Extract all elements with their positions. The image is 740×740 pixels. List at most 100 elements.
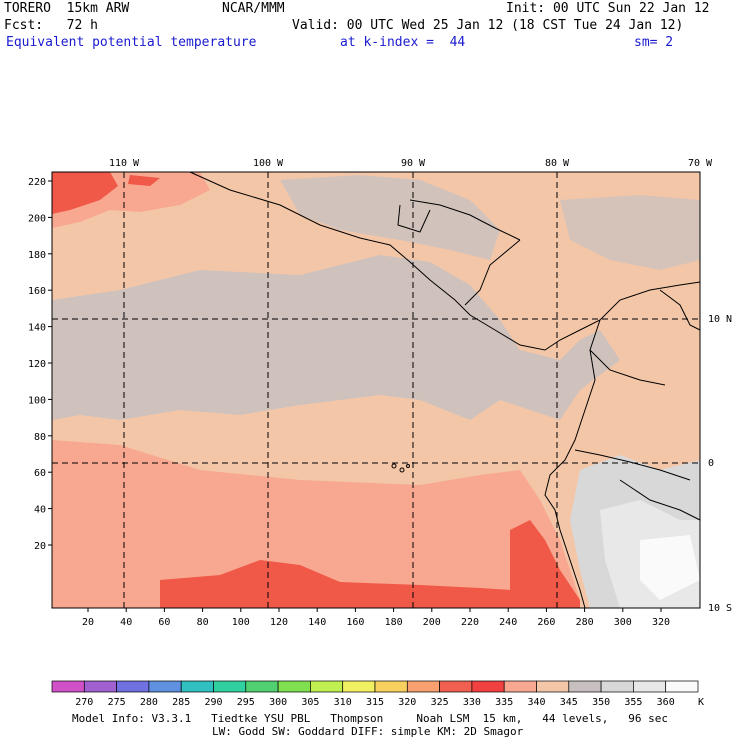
x-tick-label: 120 <box>270 617 288 628</box>
colorbar-label: 285 <box>172 697 190 708</box>
colorbar-swatch <box>471 680 505 693</box>
galapagos-island-1 <box>391 463 397 469</box>
colorbar-label: 325 <box>431 697 449 708</box>
colorbar-swatch <box>277 680 311 693</box>
colorbar-swatch <box>180 680 214 693</box>
y-axis: 220 200 180 160 140 120 100 80 60 40 20 <box>28 177 52 552</box>
colorbar-swatch <box>51 680 85 693</box>
init-time: Init: 00 UTC Sun 22 Jan 12 <box>506 1 710 16</box>
lon-label-90w: 90 W <box>401 158 426 169</box>
colorbar-label: 355 <box>624 697 642 708</box>
x-tick-label: 180 <box>385 617 403 628</box>
lat-label-10n: 10 N <box>708 314 732 325</box>
hot-band-south <box>160 560 510 608</box>
lon-label-70w: 70 W <box>688 158 713 169</box>
colorbar-swatch <box>633 680 667 693</box>
coastline-gulf <box>409 199 521 241</box>
y-tick-label: 220 <box>28 177 46 188</box>
colorbar-swatch <box>503 680 537 693</box>
y-tick-label: 40 <box>34 505 46 516</box>
footer-model-info: Model Info: V3.3.1 Tiedtke YSU PBL Thomp… <box>72 712 669 725</box>
smoothing-label: sm= 2 <box>634 35 674 50</box>
x-tick-label: 200 <box>423 617 441 628</box>
colorbar-label: 280 <box>140 697 158 708</box>
y-tick-label: 100 <box>28 395 46 406</box>
colorbar-label: 330 <box>463 697 481 708</box>
center-name: NCAR/MMM <box>222 1 285 16</box>
colorbar-label: 340 <box>527 697 545 708</box>
colorbar-label: 270 <box>75 697 93 708</box>
x-tick-label: 80 <box>197 617 209 628</box>
galapagos-island-2 <box>399 467 405 473</box>
colorbar-swatch <box>536 680 570 693</box>
colorbar-swatch <box>83 680 117 693</box>
lat-lon-grid <box>52 172 700 608</box>
y-tick-label: 20 <box>34 541 46 552</box>
colorbar-swatch <box>374 680 408 693</box>
colorbar-swatch <box>600 680 634 693</box>
colorbar-swatch <box>245 680 279 693</box>
lat-label-0: 0 <box>708 458 714 469</box>
colorbar-swatch <box>342 680 376 693</box>
border-colombia-ecuador <box>589 349 666 386</box>
hot-region-nw <box>52 172 118 214</box>
x-tick-label: 60 <box>158 617 170 628</box>
andes-white <box>640 535 700 600</box>
x-tick-label: 140 <box>308 617 326 628</box>
lon-label-80w: 80 W <box>545 158 570 169</box>
colorbar-label: 335 <box>495 697 513 708</box>
level-label: at k-index = 44 <box>340 35 466 50</box>
hot-region-peru <box>510 520 580 608</box>
x-tick-label: 260 <box>537 617 555 628</box>
x-tick-label: 220 <box>461 617 479 628</box>
colorbar-swatch <box>213 680 247 693</box>
colorbar-label: 305 <box>301 697 319 708</box>
colorbar-swatch <box>406 680 440 693</box>
x-tick-label: 100 <box>232 617 250 628</box>
hot-patch-1 <box>128 175 160 186</box>
colorbar-label: 345 <box>560 697 578 708</box>
coastline-south-america <box>544 319 601 609</box>
x-tick-label: 40 <box>120 617 132 628</box>
x-tick-label: 320 <box>652 617 670 628</box>
map-border <box>51 171 701 609</box>
galapagos-island-3 <box>406 464 410 468</box>
y-tick-label: 140 <box>28 323 46 334</box>
y-tick-label: 160 <box>28 286 46 297</box>
cool-region-caribbean <box>560 195 700 270</box>
coastline-central-america <box>189 171 701 351</box>
border-honduras <box>464 239 521 306</box>
lon-label-100w: 100 W <box>253 158 284 169</box>
colorbar-unit: K <box>698 697 704 708</box>
footer-physics-info: LW: Godd SW: Goddard DIFF: simple KM: 2D… <box>212 725 524 738</box>
x-tick-label: 20 <box>82 617 94 628</box>
y-tick-label: 80 <box>34 432 46 443</box>
coastline-venezuela <box>659 289 701 331</box>
y-tick-label: 120 <box>28 359 46 370</box>
y-tick-label: 200 <box>28 213 46 224</box>
lon-label-110w: 110 W <box>109 158 140 169</box>
colorbar-label: 295 <box>237 697 255 708</box>
colorbar: 270 275 280 285 290 295 300 305 310 315 320 325 330 3… <box>51 680 699 708</box>
colorbar-swatch <box>568 680 602 693</box>
border-ecuador-peru <box>574 449 691 481</box>
colorbar-label: 315 <box>366 697 384 708</box>
field-name: Equivalent potential temperature <box>6 35 257 50</box>
colorbar-swatch <box>439 680 473 693</box>
lat-label-10s: 10 S <box>708 603 732 614</box>
warm-region-south <box>52 440 580 608</box>
colorbar-swatch <box>116 680 150 693</box>
valid-time: Valid: 00 UTC Wed 25 Jan 12 (18 CST Tue … <box>292 18 684 33</box>
colorbar-swatch <box>148 680 182 693</box>
forecast-hour: Fcst: 72 h <box>4 18 98 33</box>
y-tick-label: 60 <box>34 468 46 479</box>
cool-region-north <box>280 175 500 260</box>
cool-band-equatorial <box>52 255 620 420</box>
colorbar-label: 310 <box>334 697 352 708</box>
x-tick-label: 300 <box>614 617 632 628</box>
colorbar-label: 275 <box>108 697 126 708</box>
colorbar-swatch <box>665 680 699 693</box>
x-tick-label: 280 <box>576 617 594 628</box>
colorbar-label: 360 <box>657 697 675 708</box>
